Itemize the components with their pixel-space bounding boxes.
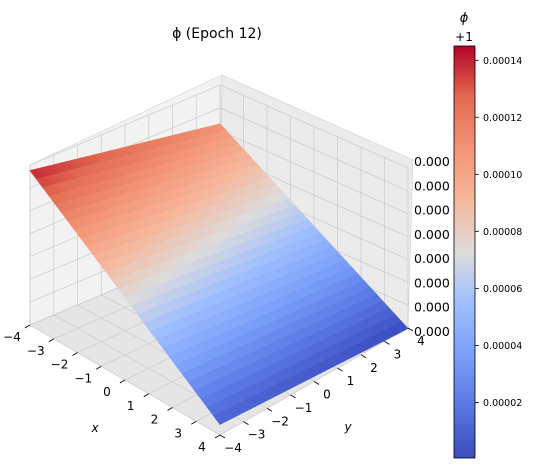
colorbar-tick-label: 0.00004 bbox=[483, 341, 522, 352]
colorbar-tick-label: 0.00012 bbox=[483, 113, 522, 124]
x-tick-mark bbox=[24, 324, 31, 329]
x-tick-label: −1 bbox=[74, 371, 92, 385]
surface bbox=[29, 123, 409, 425]
chart-title: ϕ (Epoch 12) bbox=[172, 26, 262, 42]
x-tick-label: −3 bbox=[27, 344, 45, 358]
y-tick-label: 1 bbox=[347, 374, 355, 388]
z-tick-label: 0.0000 bbox=[414, 324, 458, 339]
x-tick-label: 2 bbox=[151, 413, 159, 427]
x-tick-mark bbox=[191, 420, 197, 425]
z-tick-label: 0.0001 bbox=[414, 154, 458, 169]
surface-patch bbox=[213, 412, 227, 425]
z-tick-label: 0.0001 bbox=[414, 203, 458, 218]
z-tick-label: 0.0000 bbox=[414, 227, 458, 242]
y-tick-label: 2 bbox=[370, 361, 378, 375]
y-axis-label: y bbox=[343, 420, 352, 434]
y-axis-ticks: −4 −3 −2 −1 0 1 2 3 4 bbox=[219, 327, 425, 455]
colorbar-tick-label: 0.00008 bbox=[483, 227, 522, 238]
y-tick-mark bbox=[407, 327, 414, 332]
x-tick-label: −2 bbox=[51, 358, 69, 372]
x-tick-label: 0 bbox=[103, 385, 111, 399]
y-tick-mark bbox=[384, 341, 390, 345]
z-axis-ticks: 0.0000 0.0000 0.0000 0.0000 0.0000 0.0001 0.00… bbox=[414, 150, 458, 340]
y-tick-mark bbox=[219, 434, 226, 439]
x-tick-mark bbox=[143, 393, 149, 398]
colorbar-tick-label: 0.00002 bbox=[483, 398, 522, 409]
colorbar-offset: +1 bbox=[455, 30, 473, 44]
y-tick-label: 3 bbox=[394, 347, 402, 361]
y-tick-label: −4 bbox=[224, 441, 242, 455]
y-tick-label: −1 bbox=[295, 401, 313, 415]
y-tick-mark bbox=[360, 354, 367, 359]
x-tick-label: 3 bbox=[174, 426, 182, 440]
y-tick-mark bbox=[337, 367, 343, 372]
x-tick-mark bbox=[214, 434, 221, 439]
colorbar-title: ϕ bbox=[460, 11, 469, 26]
x-axis-label: x bbox=[90, 421, 99, 435]
y-tick-label: −2 bbox=[271, 414, 289, 428]
y-tick-label: 0 bbox=[323, 388, 331, 402]
colorbar bbox=[453, 45, 476, 459]
y-tick-mark bbox=[290, 394, 296, 399]
colorbar-tick-label: 0.00010 bbox=[483, 170, 522, 181]
y-tick-mark bbox=[313, 381, 320, 385]
colorbar-tick-label: 0.00014 bbox=[483, 56, 522, 67]
x-tick-mark bbox=[48, 338, 54, 343]
x-tick-label: 1 bbox=[127, 399, 135, 413]
y-tick-mark bbox=[266, 407, 273, 412]
x-axis-ticks: −4 −3 −2 −1 0 1 2 3 4 bbox=[3, 324, 221, 454]
wall-grid-line bbox=[29, 84, 409, 169]
x-tick-label: 4 bbox=[198, 440, 206, 454]
z-tick-label: 0.0000 bbox=[414, 251, 458, 266]
x-tick-mark bbox=[72, 352, 78, 356]
x-tick-label: −4 bbox=[3, 330, 21, 344]
x-tick-mark bbox=[167, 407, 173, 411]
colorbar-ticks: 0.00014 0.00012 0.00010 0.00008 0.00006 0.000… bbox=[475, 56, 522, 409]
colorbar-tick-label: 0.00006 bbox=[483, 284, 522, 295]
z-tick-label: 0.0001 bbox=[414, 178, 458, 193]
z-tick-label: 0.0000 bbox=[414, 300, 458, 315]
x-tick-mark bbox=[119, 379, 126, 384]
x-tick-mark bbox=[96, 365, 102, 370]
z-tick-label: 0.0000 bbox=[414, 275, 458, 290]
y-tick-label: 4 bbox=[417, 334, 425, 348]
y-tick-mark bbox=[243, 421, 249, 425]
z-label-clip bbox=[450, 150, 454, 340]
y-tick-label: −3 bbox=[248, 428, 266, 442]
